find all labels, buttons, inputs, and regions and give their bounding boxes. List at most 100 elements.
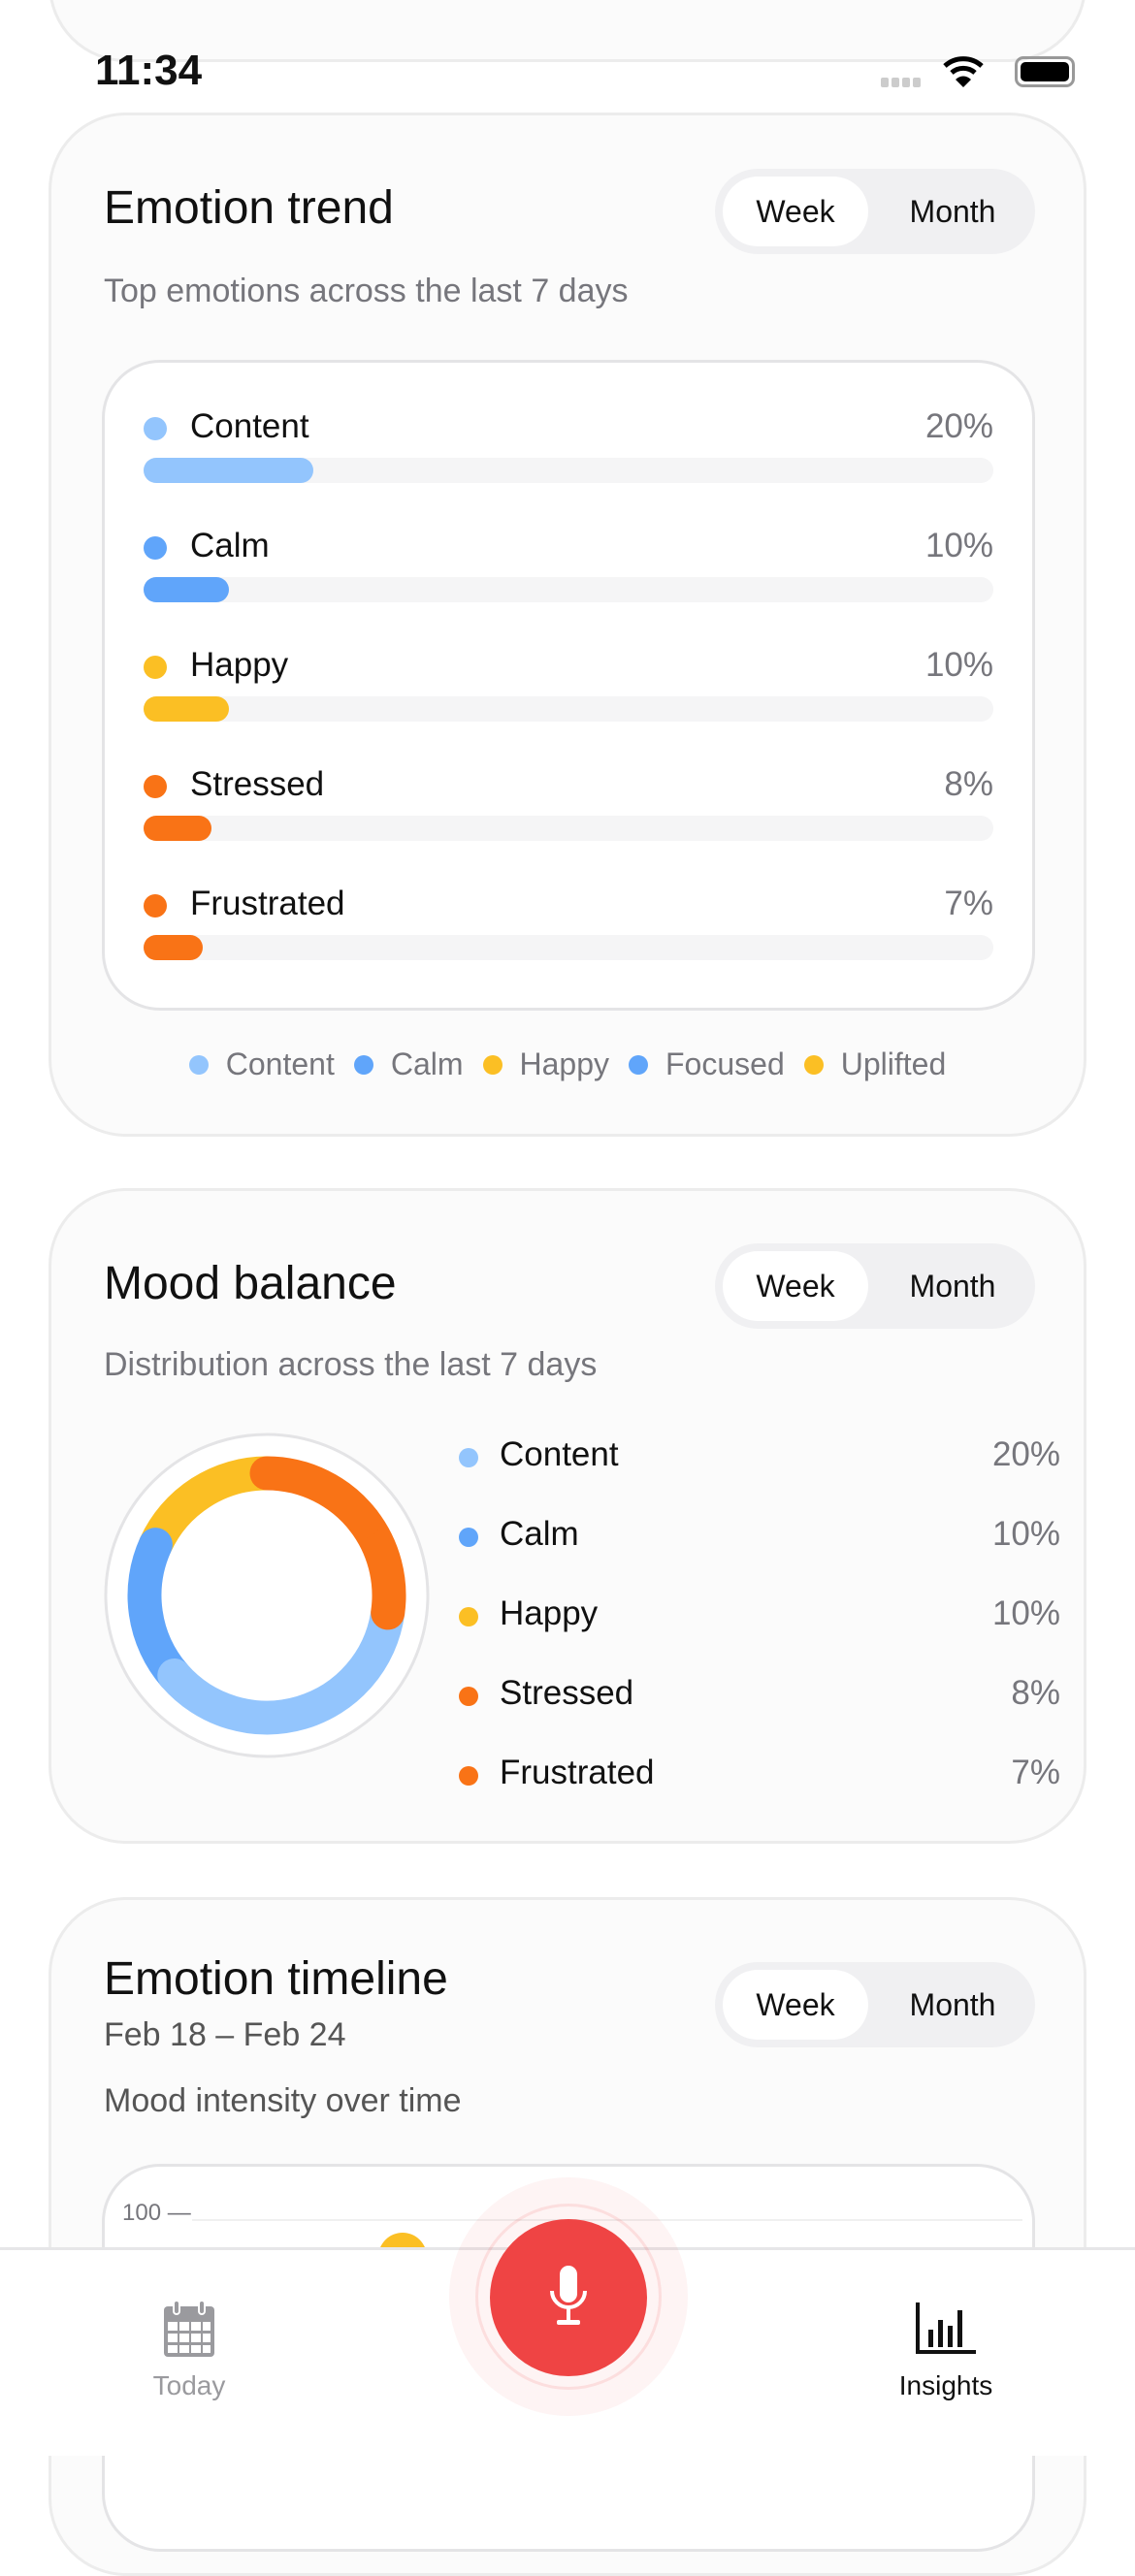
record-halo-ring bbox=[475, 2204, 662, 2390]
mood-item: Calm 10% bbox=[459, 1515, 1060, 1573]
progress-track bbox=[144, 458, 993, 483]
legend-label: Happy bbox=[519, 1046, 610, 1081]
progress-fill bbox=[144, 935, 204, 960]
mood-percent: 20% bbox=[991, 1435, 1060, 1473]
legend-dot bbox=[482, 1054, 503, 1075]
donut-segment-happy bbox=[138, 1456, 284, 1562]
mood-percent: 10% bbox=[991, 1594, 1060, 1632]
emotion-percent: 8% bbox=[944, 765, 993, 803]
emotion-label: Calm bbox=[190, 527, 270, 564]
wifi-icon bbox=[943, 56, 984, 87]
emotion-percent: 10% bbox=[924, 646, 993, 684]
progress-fill bbox=[144, 458, 314, 483]
color-dot bbox=[459, 1766, 478, 1786]
emotion-row: Calm 10% bbox=[144, 527, 993, 624]
legend-item: Uplifted bbox=[803, 1046, 947, 1082]
emotion-label: Happy bbox=[190, 646, 289, 684]
nav-today[interactable]: Today bbox=[92, 2279, 286, 2405]
nav-insights-label: Insights bbox=[898, 2370, 993, 2400]
legend-label: Content bbox=[225, 1046, 335, 1081]
card-title: Emotion trend bbox=[104, 182, 394, 234]
record-button[interactable] bbox=[490, 2219, 647, 2376]
microphone-icon bbox=[550, 2266, 587, 2325]
week-tab[interactable]: Week bbox=[723, 1251, 868, 1321]
week-tab[interactable]: Week bbox=[723, 177, 868, 246]
emotion-percent: 20% bbox=[924, 407, 993, 445]
progress-track bbox=[144, 816, 993, 841]
legend-dot bbox=[353, 1054, 373, 1075]
color-dot bbox=[144, 656, 167, 679]
legend-dot bbox=[188, 1054, 209, 1075]
mood-balance-card: Mood balance Week Month Distribution acr… bbox=[49, 1188, 1086, 1844]
month-tab[interactable]: Month bbox=[909, 1987, 996, 2022]
progress-fill bbox=[144, 816, 212, 841]
bar-chart-icon bbox=[916, 2302, 976, 2354]
card-subtitle: Distribution across the last 7 days bbox=[104, 1346, 598, 1383]
nav-today-label: Today bbox=[152, 2370, 226, 2400]
card-subtitle: Top emotions across the last 7 days bbox=[104, 273, 629, 309]
mood-item: Frustrated 7% bbox=[459, 1754, 1060, 1812]
emotion-row: Content 20% bbox=[144, 407, 993, 504]
emotion-row: Frustrated 7% bbox=[144, 885, 993, 982]
month-tab[interactable]: Month bbox=[909, 194, 996, 229]
mood-label: Happy bbox=[500, 1594, 599, 1632]
emotion-row: Stressed 8% bbox=[144, 765, 993, 862]
color-dot bbox=[144, 417, 167, 440]
period-toggle: Week Month bbox=[715, 1962, 1035, 2047]
color-dot bbox=[459, 1448, 478, 1467]
mood-percent: 8% bbox=[1011, 1674, 1060, 1712]
progress-track bbox=[144, 935, 993, 960]
emotion-label: Content bbox=[190, 407, 309, 445]
color-dot bbox=[459, 1687, 478, 1706]
mood-percent: 10% bbox=[991, 1515, 1060, 1553]
progress-fill bbox=[144, 696, 229, 722]
donut-segment-calm bbox=[127, 1528, 192, 1693]
legend-dot bbox=[803, 1054, 824, 1075]
legend-item: Happy bbox=[482, 1046, 610, 1082]
legend-item: Calm bbox=[353, 1046, 464, 1082]
emotion-percent: 7% bbox=[944, 885, 993, 922]
date-range: Feb 18 – Feb 24 bbox=[104, 2016, 346, 2053]
y-tick-100: 100 — bbox=[122, 2200, 191, 2226]
emotion-label: Frustrated bbox=[190, 885, 345, 922]
mood-percent: 7% bbox=[1011, 1754, 1060, 1791]
month-tab[interactable]: Month bbox=[909, 1269, 996, 1304]
donut-segment-content bbox=[157, 1595, 405, 1735]
donut-segment-stressed bbox=[249, 1456, 381, 1538]
legend-item: Content bbox=[188, 1046, 335, 1082]
nav-insights[interactable]: Insights bbox=[849, 2279, 1043, 2405]
mood-donut-chart bbox=[104, 1433, 430, 1758]
period-toggle: Week Month bbox=[715, 1243, 1035, 1329]
emotion-trend-card: Emotion trend Week Month Top emotions ac… bbox=[49, 113, 1086, 1137]
week-tab[interactable]: Week bbox=[723, 1970, 868, 2040]
emotion-row: Happy 10% bbox=[144, 646, 993, 743]
color-dot bbox=[144, 536, 167, 560]
legend-label: Calm bbox=[390, 1046, 464, 1081]
signal-icon bbox=[881, 78, 921, 87]
emotion-bars-panel: Content 20% Calm 10% Happy 10% Stressed … bbox=[102, 360, 1035, 1011]
color-dot bbox=[459, 1528, 478, 1547]
calendar-icon bbox=[164, 2300, 214, 2357]
progress-track bbox=[144, 696, 993, 722]
previous-card bbox=[49, 0, 1086, 62]
card-subtitle: Mood intensity over time bbox=[104, 2082, 462, 2119]
mood-item: Happy 10% bbox=[459, 1594, 1060, 1653]
legend-item: Focused bbox=[629, 1046, 785, 1082]
progress-fill bbox=[144, 577, 229, 602]
mood-label: Content bbox=[500, 1435, 619, 1473]
mood-label: Stressed bbox=[500, 1674, 634, 1712]
progress-track bbox=[144, 577, 993, 602]
status-time: 11:34 bbox=[95, 47, 203, 94]
emotion-legend: Content Calm Happy Focused Uplifted bbox=[51, 1046, 1084, 1082]
emotion-percent: 10% bbox=[924, 527, 993, 564]
color-dot bbox=[144, 894, 167, 918]
emotion-label: Stressed bbox=[190, 765, 325, 803]
card-title: Emotion timeline bbox=[104, 1953, 448, 2005]
card-title: Mood balance bbox=[104, 1258, 397, 1309]
legend-label: Focused bbox=[665, 1046, 785, 1081]
legend-label: Uplifted bbox=[840, 1046, 947, 1081]
color-dot bbox=[459, 1607, 478, 1626]
legend-dot bbox=[629, 1054, 648, 1075]
color-dot bbox=[144, 775, 167, 798]
mood-label: Calm bbox=[500, 1515, 579, 1553]
